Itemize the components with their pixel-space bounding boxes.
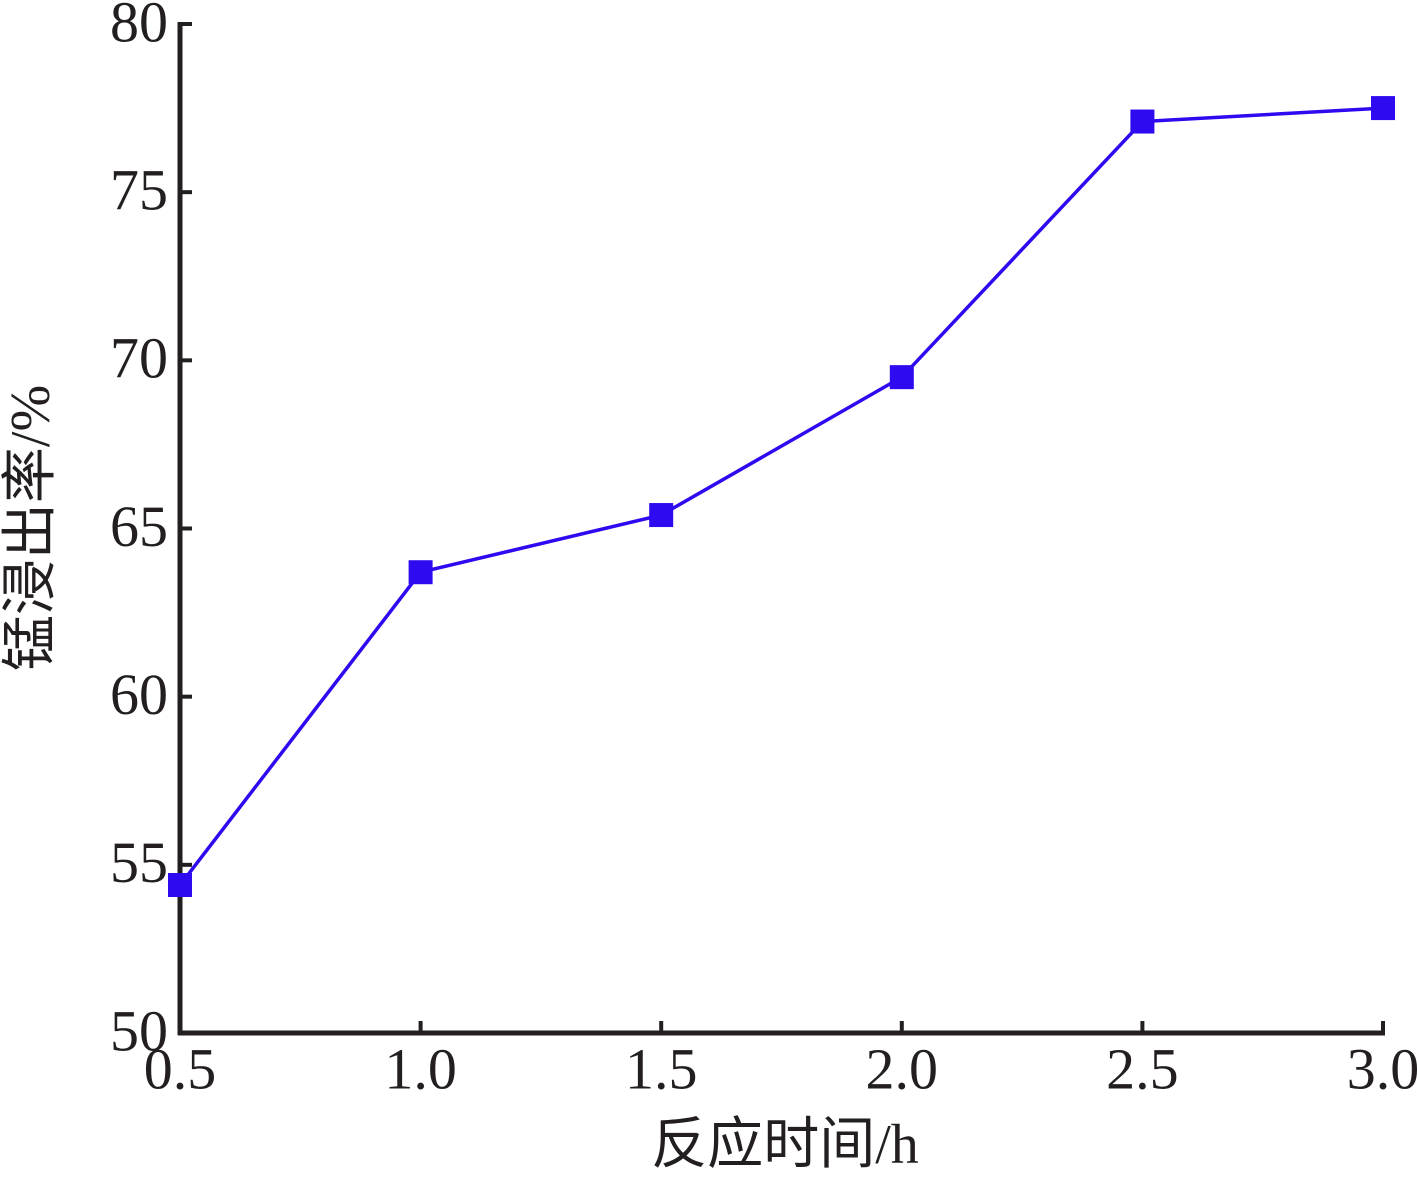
data-line xyxy=(178,106,1384,887)
x-tick-label: 2.5 xyxy=(1106,1036,1179,1101)
data-point xyxy=(408,560,433,585)
x-tick-label: 2.0 xyxy=(866,1036,939,1101)
y-tick-label: 65 xyxy=(110,494,168,559)
y-tick-label: 50 xyxy=(110,998,168,1063)
x-axis-title: 反应时间/h xyxy=(651,1114,919,1176)
data-point xyxy=(1130,109,1155,134)
data-point xyxy=(168,873,192,898)
y-tick-label: 80 xyxy=(110,0,168,54)
x-tick-label: 1.5 xyxy=(625,1036,698,1101)
y-axis-title: 锰浸出率/% xyxy=(0,385,62,671)
data-point xyxy=(649,503,674,528)
y-tick-label: 60 xyxy=(110,662,168,727)
y-tick-label: 75 xyxy=(110,157,168,222)
y-tick-label: 55 xyxy=(110,830,168,895)
data-point xyxy=(1371,96,1395,121)
y-tick-label: 70 xyxy=(110,326,168,391)
x-tick-label: 0.5 xyxy=(144,1036,217,1101)
data-point xyxy=(889,365,914,390)
x-tick-label: 1.0 xyxy=(384,1036,457,1101)
x-tick-label: 3.0 xyxy=(1347,1036,1417,1101)
